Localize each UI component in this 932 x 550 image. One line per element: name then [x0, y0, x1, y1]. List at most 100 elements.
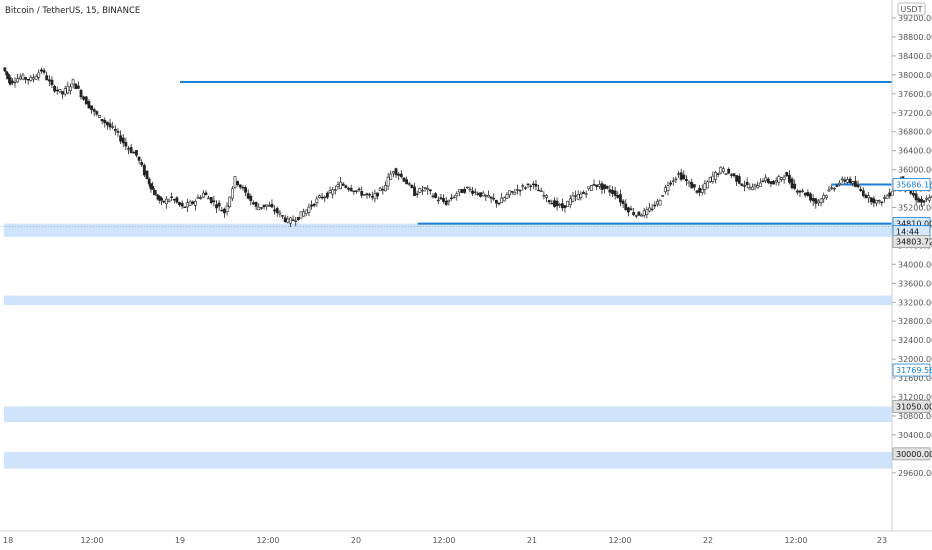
candle-body	[523, 187, 527, 189]
candle-body	[814, 198, 818, 204]
candle	[252, 200, 255, 206]
candle	[919, 196, 923, 207]
candle	[655, 198, 659, 207]
candle-body	[71, 79, 75, 85]
price-tick-label: 36000.00	[898, 166, 932, 175]
candle	[714, 170, 717, 184]
candle	[135, 150, 138, 158]
candle-body	[721, 168, 725, 172]
time-tick-label: 19	[175, 536, 185, 545]
candle	[10, 78, 14, 86]
candle-body	[481, 192, 485, 197]
candle-body	[84, 96, 88, 105]
candle	[568, 194, 572, 209]
candle	[111, 122, 115, 130]
candle-body	[87, 101, 91, 109]
candle-body	[827, 189, 831, 192]
candle	[16, 73, 20, 83]
candle	[801, 188, 805, 193]
candle-body	[714, 172, 717, 180]
candle	[843, 176, 847, 184]
candle-body	[479, 192, 482, 197]
candle	[119, 130, 123, 145]
candle	[550, 199, 554, 205]
candle-body	[758, 182, 762, 187]
candle-body	[545, 195, 548, 198]
zone-2	[4, 406, 892, 423]
candle	[674, 176, 678, 184]
candle	[246, 189, 250, 200]
candle-body	[328, 190, 332, 193]
candle	[7, 72, 10, 83]
candle-body	[79, 89, 83, 98]
candle	[605, 185, 609, 190]
candle	[814, 197, 818, 209]
candle-body	[611, 189, 614, 194]
candle-body	[142, 165, 146, 176]
candle	[589, 185, 593, 191]
candle-body	[273, 209, 277, 212]
candle-body	[360, 191, 364, 196]
candle-body	[333, 189, 337, 191]
candle	[624, 199, 628, 211]
candle	[502, 196, 506, 202]
candle-body	[864, 194, 868, 198]
candle-body	[45, 75, 49, 81]
candle	[220, 207, 224, 212]
candle	[215, 200, 218, 214]
candle-body	[756, 185, 760, 189]
candle-body	[922, 200, 926, 203]
candle-body	[695, 190, 699, 193]
price-tick-label: 37600.00	[898, 90, 932, 99]
price-label-text: 14:44	[896, 228, 919, 237]
candle	[178, 201, 181, 207]
candle-body	[751, 186, 754, 191]
candle-body	[521, 185, 525, 187]
candle-body	[108, 123, 112, 128]
candle	[547, 199, 551, 205]
candle-body	[853, 180, 857, 187]
candle	[579, 191, 583, 201]
candle	[875, 199, 878, 207]
time-tick-label: 23	[877, 536, 887, 545]
candle-body	[616, 195, 620, 198]
time-scale[interactable]: 18 12:00 19 12:00 20 12:00 21 12:00 22 12:00 23	[3, 536, 887, 545]
candle-body	[685, 179, 688, 181]
candle	[418, 187, 422, 194]
candle-body	[259, 207, 263, 209]
candle	[737, 173, 741, 185]
candle	[452, 194, 456, 199]
candle	[539, 187, 543, 192]
candle	[357, 186, 361, 193]
candle	[294, 217, 298, 226]
candle-body	[167, 199, 171, 202]
candle-body	[589, 185, 593, 191]
candle-body	[822, 195, 826, 200]
candle	[413, 182, 416, 197]
price-label-text: 31050.00	[896, 402, 932, 411]
candle-body	[637, 211, 641, 216]
candle-body	[428, 189, 432, 192]
candle-body	[780, 177, 783, 180]
candle	[576, 190, 580, 201]
candle-body	[153, 189, 156, 196]
currency-badge[interactable]	[897, 2, 926, 16]
price-label: 31050.00	[892, 400, 932, 413]
candle-body	[576, 193, 580, 200]
candle-body	[365, 193, 369, 196]
candle	[555, 197, 559, 211]
candle-body	[703, 183, 707, 190]
candle-body	[476, 193, 480, 196]
candle	[103, 117, 107, 128]
candle	[352, 190, 356, 195]
candle-body	[278, 212, 282, 215]
candle	[175, 196, 179, 204]
candle-body	[26, 78, 30, 81]
candle-body	[39, 69, 43, 72]
candle-body	[745, 181, 749, 186]
candle	[487, 190, 490, 198]
candle	[116, 128, 120, 137]
candle-body	[415, 193, 419, 195]
candle	[851, 181, 855, 187]
